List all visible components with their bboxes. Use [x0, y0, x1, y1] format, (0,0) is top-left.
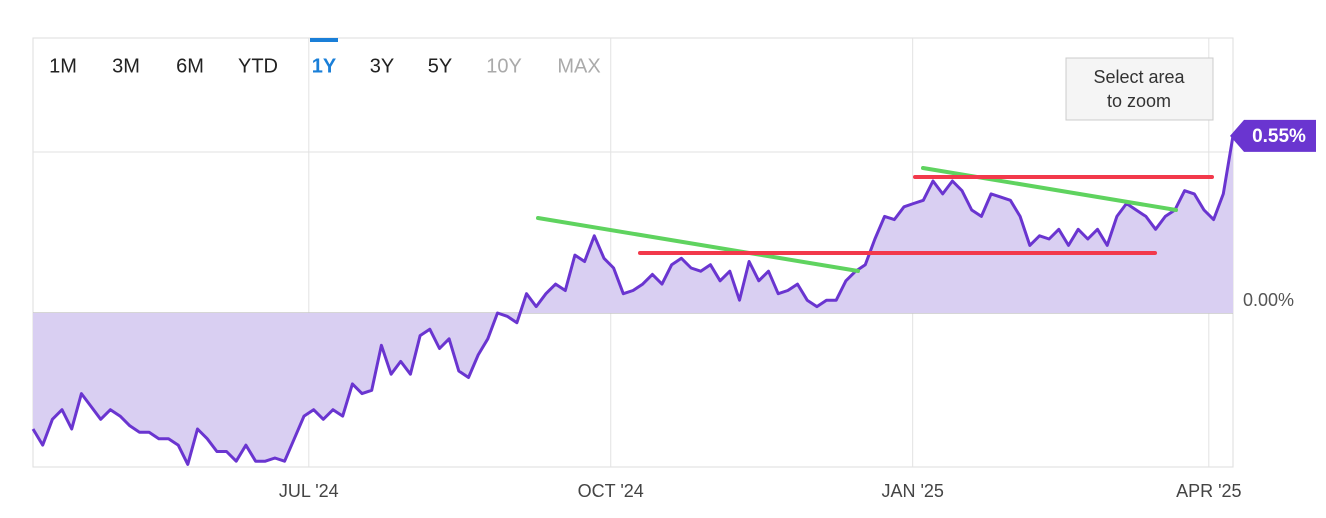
- plot: [31, 135, 1235, 466]
- zoom-hint-box: [1065, 57, 1214, 121]
- x-tick-label: OCT '24: [578, 481, 644, 501]
- zoom-hint: to zoom: [1107, 91, 1171, 111]
- range-button[interactable]: 1M: [49, 55, 77, 77]
- last-value-tag: [1230, 119, 1316, 152]
- range-button[interactable]: 6M: [176, 55, 204, 77]
- trend-lines: [536, 166, 1214, 273]
- active-indicator: [310, 38, 338, 42]
- range-toolbar: 1M 3M 6M YTD 1Y 3Y 5Y 10Y MAX: [49, 38, 601, 77]
- trend-line: [536, 216, 860, 273]
- x-tick-label: JUL '24: [279, 481, 339, 501]
- x-tick-label: JAN '25: [881, 481, 943, 501]
- range-button[interactable]: 3Y: [370, 55, 394, 77]
- range-button[interactable]: 3M: [112, 55, 140, 77]
- area: [33, 135, 1233, 465]
- range-button[interactable]: 1Y: [312, 55, 337, 77]
- range-button: MAX: [557, 55, 600, 77]
- last-value-label: 0.55%: [1252, 126, 1306, 147]
- zoom-hint: Select area: [1093, 67, 1185, 87]
- range-button[interactable]: 5Y: [428, 55, 452, 77]
- range-button: 10Y: [486, 55, 522, 77]
- line: [31, 135, 1235, 466]
- range-button[interactable]: YTD: [238, 55, 278, 77]
- x-tick-label: APR '25: [1176, 481, 1241, 501]
- y-tick-label: 0.00%: [1243, 290, 1294, 310]
